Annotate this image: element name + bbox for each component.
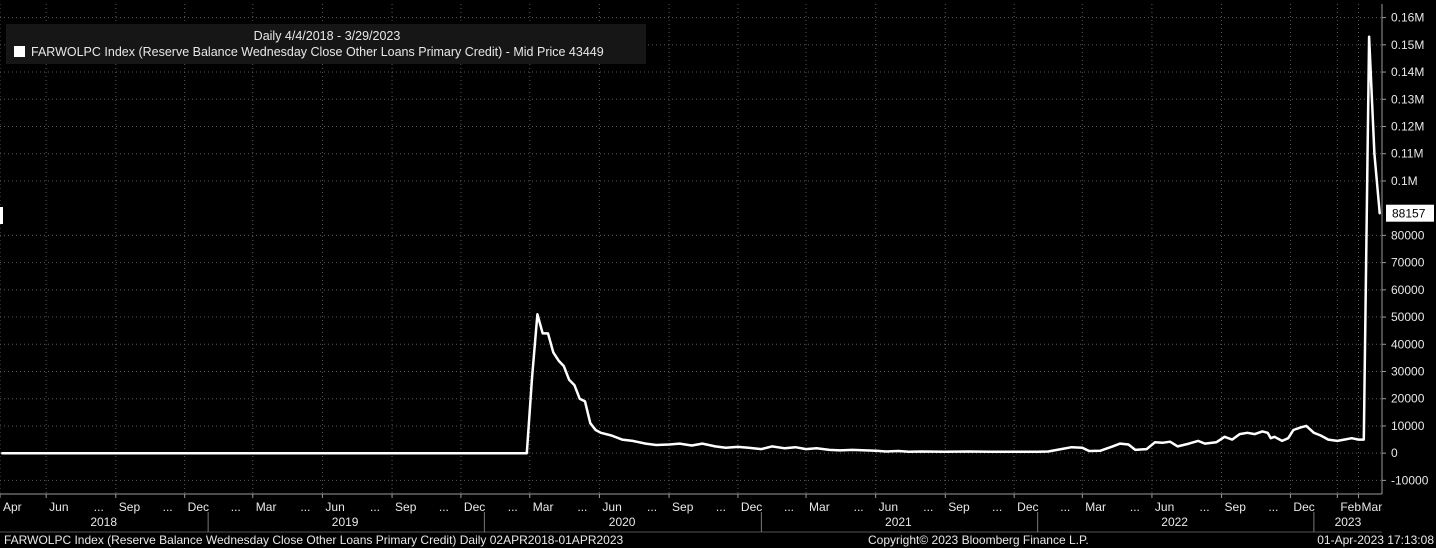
x-tick-ellipsis: ... [784,500,794,514]
series-line [1,35,1381,455]
legend: Daily 4/4/2018 - 3/29/2023 FARWOLPC Inde… [6,24,646,64]
x-tick-label: Dec [188,500,209,514]
x-tick-label: Mar [809,500,830,514]
x-tick-label: Sep [948,500,970,514]
y-tick-label: 40000 [1391,337,1425,351]
x-tick-ellipsis: ... [163,500,173,514]
y-tick-label: 0.15M [1391,38,1424,52]
x-tick-ellipsis: ... [577,500,587,514]
x-tick-label: Jun [49,500,68,514]
x-tick-ellipsis: ... [1268,500,1278,514]
x-tick-label: Sep [1225,500,1247,514]
x-tick-label: Apr [3,500,22,514]
x-tick-ellipsis: ... [716,500,726,514]
y-tick-label: 0.12M [1391,120,1424,134]
year-label: 2018 [90,515,117,529]
x-tick-label: Dec [1293,500,1314,514]
footer-copyright: Copyright© 2023 Bloomberg Finance L.P. [868,533,1089,547]
x-tick-ellipsis: ... [1060,500,1070,514]
legend-date-range: Daily 4/4/2018 - 3/29/2023 [254,29,401,43]
x-tick-label: Dec [464,500,485,514]
last-value-marker: 88157 [1386,204,1434,222]
x-tick-label: Sep [395,500,417,514]
x-tick-ellipsis: ... [439,500,449,514]
series-layer [1,35,1381,455]
year-label: 2020 [609,515,636,529]
x-tick-ellipsis: ... [992,500,1002,514]
y-tick-label: 0.14M [1391,65,1424,79]
year-label: 2019 [332,515,359,529]
x-tick-ellipsis: ... [647,500,657,514]
footer: FARWOLPC Index (Reserve Balance Wednesda… [4,533,1434,547]
y-tick-label: 0 [1391,446,1398,460]
left-edge-marker [0,207,3,224]
y-tick-label: 0.13M [1391,92,1424,106]
legend-swatch [14,46,25,57]
x-axis-ticks: Apr Jun Sep Dec Mar Jun Sep Dec Mar Jun Sep Dec Mar J… [0,494,1382,514]
legend-background [6,24,646,64]
y-tick-label: 60000 [1391,283,1425,297]
x-tick-ellipsis: ... [508,500,518,514]
x-tick-label: Jun [1155,500,1174,514]
x-tick-label: Mar [1362,500,1383,514]
x-tick-label: Dec [741,500,762,514]
y-tick-label: -10000 [1391,473,1429,487]
x-tick-label: Jun [325,500,344,514]
y-tick-label: 0.11M [1391,147,1423,161]
x-tick-label: Feb [1340,500,1361,514]
x-tick-ellipsis: ... [300,500,310,514]
y-tick-label: 80000 [1391,228,1425,242]
legend-series-label: FARWOLPC Index (Reserve Balance Wednesda… [31,45,604,59]
year-label: 2023 [1335,515,1362,529]
last-value-label: 88157 [1392,207,1426,221]
x-tick-label: Jun [879,500,898,514]
x-tick-label: Mar [256,500,277,514]
y-tick-label: 30000 [1391,365,1425,379]
year-label: 2021 [885,515,912,529]
y-tick-label: 70000 [1391,256,1425,270]
y-tick-label: 0.16M [1391,11,1424,25]
x-tick-label: Sep [672,500,694,514]
x-tick-label: Dec [1017,500,1038,514]
y-tick-label: 50000 [1391,310,1425,324]
year-labels: 2018 2019 2020 2021 2022 2023 [90,512,1362,532]
x-tick-ellipsis: ... [94,500,104,514]
x-tick-label: Mar [1085,500,1106,514]
y-tick-label: 20000 [1391,392,1425,406]
footer-timestamp: 01-Apr-2023 17:13:08 [1317,533,1434,547]
x-tick-label: Jun [602,500,621,514]
x-tick-label: Sep [119,500,141,514]
x-tick-label: Mar [533,500,554,514]
x-tick-ellipsis: ... [1130,500,1140,514]
footer-series-info: FARWOLPC Index (Reserve Balance Wednesda… [4,533,624,547]
x-tick-ellipsis: ... [1200,500,1210,514]
x-tick-ellipsis: ... [370,500,380,514]
y-tick-label: 0.1M [1391,174,1418,188]
last-value-box [1386,204,1434,222]
x-tick-ellipsis: ... [923,500,933,514]
y-axis-ticks: 0.16M 0.15M 0.14M 0.13M 0.12M 0.11M 0.1M 80000 7… [1382,11,1429,487]
y-tick-label: 10000 [1391,419,1425,433]
x-tick-ellipsis: ... [231,500,241,514]
year-label: 2022 [1161,515,1188,529]
x-tick-ellipsis: ... [854,500,864,514]
